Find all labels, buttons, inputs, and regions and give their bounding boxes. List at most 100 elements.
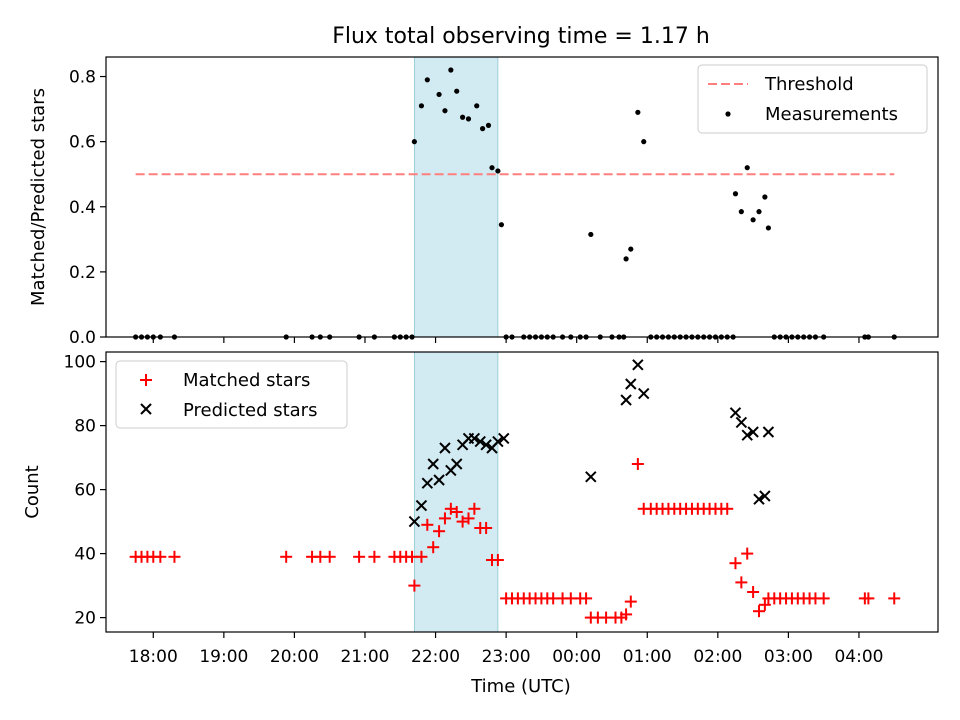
- count-y-ticks: 20 40 60 80 100: [64, 353, 106, 629]
- matched-point: [323, 550, 336, 563]
- measurement-point: [623, 256, 629, 262]
- x-tick-label: 01:00: [623, 647, 672, 667]
- ratio-y-tick-label: 0.0: [69, 328, 96, 348]
- predicted-point: [638, 387, 650, 400]
- matched-point: [462, 512, 475, 525]
- predicted-point: [433, 474, 445, 486]
- x-tick-label: 18:00: [129, 647, 178, 667]
- matched-point: [888, 592, 901, 605]
- measurement-point: [732, 191, 739, 197]
- measurement-point: [460, 114, 466, 120]
- measurement-point: [489, 165, 495, 171]
- predicted-point: [468, 432, 481, 445]
- matched-point: [620, 608, 633, 621]
- ratio-shaded-interval: [413, 56, 499, 338]
- matched-point: [408, 579, 421, 592]
- predicted-point: [729, 407, 742, 419]
- ratio-plot-frame: [105, 56, 939, 338]
- matched-point: [631, 458, 644, 470]
- measurement-point: [628, 246, 634, 252]
- count-panel: 20 40 60 80 100 18:00 19:00 20:00 21:00 22:00 23:…: [22, 351, 939, 697]
- matched-point: [817, 592, 830, 605]
- measurement-point: [454, 88, 460, 94]
- count-y-tick-label: 40: [74, 545, 96, 565]
- legend-measurements-label: Measurements: [765, 104, 898, 125]
- matched-point: [427, 541, 440, 554]
- legend-measurements-swatch: [725, 111, 731, 117]
- ratio-y-ticks: 0.0 0.2 0.4 0.6 0.8: [69, 68, 106, 348]
- measurement-point: [411, 139, 417, 145]
- measurement-point: [436, 91, 442, 98]
- predicted-point: [759, 490, 771, 502]
- measurement-point: [762, 194, 768, 200]
- ratio-y-tick-label: 0.8: [69, 68, 96, 88]
- matched-point: [353, 550, 366, 563]
- ratio-y-tick-label: 0.6: [69, 133, 96, 153]
- legend-predicted-label: Predicted stars: [183, 400, 317, 421]
- matched-point: [168, 550, 181, 563]
- predicted-point: [625, 378, 637, 390]
- matched-point: [721, 502, 734, 515]
- measurement-point: [495, 168, 501, 174]
- predicted-point: [735, 416, 748, 429]
- measurement-point: [765, 225, 772, 231]
- x-tick-label: 22:00: [411, 647, 460, 667]
- matched-point: [154, 550, 167, 563]
- matched-point: [368, 550, 381, 563]
- predicted-point: [480, 439, 492, 451]
- matched-point: [280, 550, 293, 563]
- predicted-point: [585, 471, 597, 483]
- x-tick-label: 03:00: [764, 647, 813, 667]
- x-tick-label: 00:00: [552, 647, 601, 667]
- predicted-point: [762, 426, 775, 438]
- legend-threshold-label: Threshold: [764, 74, 854, 95]
- measurement-point: [756, 209, 762, 215]
- predicted-point: [408, 515, 421, 528]
- measurement-point: [635, 109, 641, 115]
- ratio-y-axis-label: Matched/Predicted stars: [28, 88, 49, 306]
- predicted-point: [753, 493, 765, 505]
- measurement-point: [744, 165, 750, 171]
- measurement-point: [448, 67, 454, 73]
- count-legend: Matched stars Predicted stars: [115, 360, 348, 429]
- matched-point: [741, 547, 754, 560]
- matched-point: [421, 518, 434, 531]
- predicted-point: [421, 477, 434, 489]
- predicted-point: [498, 432, 510, 445]
- x-tick-label: 21:00: [340, 647, 389, 667]
- measurement-point: [474, 103, 480, 109]
- ratio-x-ticks: [152, 337, 860, 343]
- count-y-axis-label: Count: [22, 465, 43, 518]
- matched-point: [438, 512, 451, 525]
- measurement-point: [479, 126, 486, 132]
- ratio-panel: 0.00.20.40.60.8 Matched/Predicted stars …: [28, 56, 939, 348]
- matched-point: [480, 522, 493, 534]
- measurement-point: [641, 139, 647, 145]
- predicted-point: [632, 359, 644, 371]
- count-y-tick-label: 80: [74, 417, 96, 437]
- ratio-y-tick-label: 0.4: [69, 198, 96, 218]
- predicted-point: [439, 442, 451, 454]
- measurement-point: [750, 217, 756, 223]
- count-x-ticks: 18:00 19:00 20:00 21:00 22:00 23:00 00:00 01:00…: [129, 632, 883, 667]
- count-points: [129, 359, 901, 624]
- count-y-tick-label: 100: [64, 353, 96, 373]
- count-y-tick-label: 60: [74, 481, 96, 501]
- count-shaded-interval: [413, 351, 499, 633]
- measurement-point: [588, 231, 594, 238]
- x-tick-label: 23:00: [482, 647, 531, 667]
- measurement-point: [465, 116, 472, 122]
- predicted-point: [620, 394, 632, 406]
- matched-point: [491, 554, 504, 566]
- matched-point: [433, 525, 446, 538]
- matched-point: [450, 506, 463, 518]
- matched-point: [729, 557, 742, 570]
- matched-point: [580, 592, 593, 605]
- matched-point: [735, 576, 748, 589]
- legend-matched-label: Matched stars: [183, 370, 310, 391]
- matched-point: [415, 550, 428, 563]
- x-tick-label: 20:00: [270, 647, 319, 667]
- count-y-tick-label: 20: [74, 609, 96, 629]
- count-legend-box: [115, 360, 348, 429]
